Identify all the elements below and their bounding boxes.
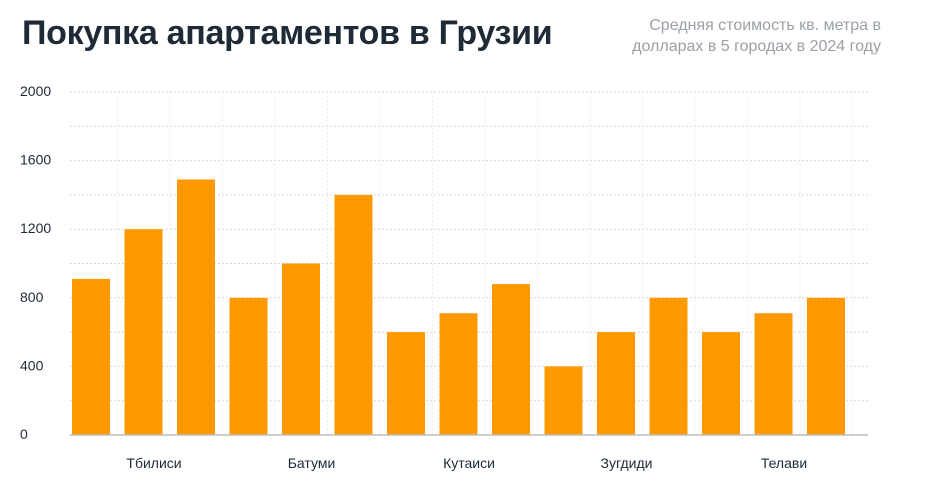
bar [72, 278, 110, 435]
bar [124, 229, 163, 435]
bar [334, 194, 373, 435]
bar [544, 366, 583, 435]
bar [597, 332, 635, 435]
y-tick-label: 2000 [20, 83, 51, 99]
y-tick-label: 400 [20, 357, 44, 373]
x-tick-label: Зугдиди [601, 455, 653, 471]
bars [72, 179, 845, 435]
bar [439, 313, 478, 435]
x-tick-label: Батуми [288, 455, 336, 471]
bar [229, 297, 268, 435]
bar [177, 179, 215, 435]
bar [702, 332, 740, 435]
chart-title: Покупка апартаментов в Грузии [22, 14, 553, 52]
bar [807, 297, 845, 435]
x-axis-ticks: Тбилиси Батуми Кутаиси Зугдиди Телави [126, 455, 807, 471]
x-tick-label: Тбилиси [126, 455, 181, 471]
y-tick-label: 800 [20, 289, 44, 305]
x-tick-label: Кутаиси [443, 455, 495, 471]
y-tick-label: 0 [20, 426, 28, 442]
chart-subtitle: Средняя стоимость кв. метра в долларах в… [632, 17, 881, 55]
bar [282, 263, 320, 435]
bar [754, 313, 793, 435]
bar [492, 284, 530, 435]
x-tick-label: Телави [761, 455, 807, 471]
y-tick-label: 1200 [20, 220, 51, 236]
bar [649, 297, 688, 435]
bar [387, 332, 425, 435]
y-tick-label: 1600 [20, 152, 51, 168]
y-axis-ticks: 0 400 800 1200 1600 2000 [20, 83, 51, 442]
